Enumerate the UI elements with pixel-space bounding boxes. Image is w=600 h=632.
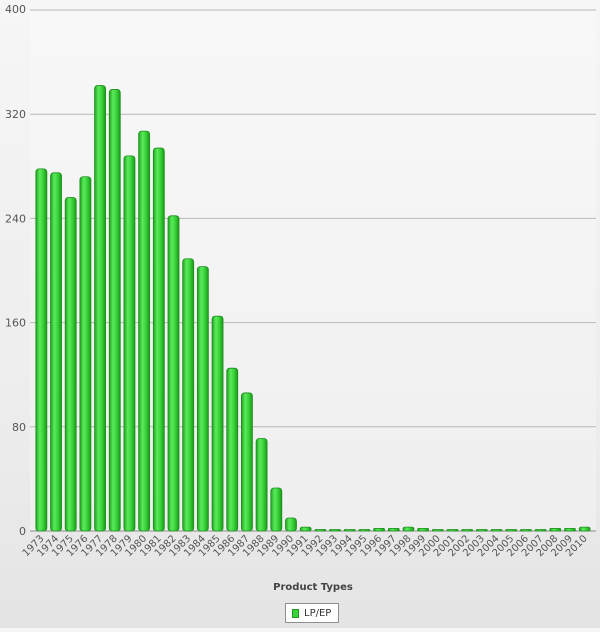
y-tick-label: 320 <box>5 108 26 121</box>
legend-swatch <box>292 608 299 618</box>
y-axis-ticks: 0 80 160 240 320 400 <box>5 3 26 538</box>
bar-2005[interactable] <box>505 529 518 532</box>
bar-2009[interactable] <box>564 527 576 532</box>
legend-label: LP/EP <box>304 607 332 619</box>
legend[interactable]: LP/EP <box>285 603 340 623</box>
y-tick-label: 400 <box>5 3 26 16</box>
bar-1992[interactable] <box>314 529 327 532</box>
bar-1984[interactable] <box>196 266 209 532</box>
bar-2003[interactable] <box>475 529 488 532</box>
bars <box>35 85 591 532</box>
y-tick-label: 160 <box>5 317 26 330</box>
bar-2001[interactable] <box>446 529 459 532</box>
bar-2008[interactable] <box>549 527 562 532</box>
bar-1991[interactable] <box>299 526 312 532</box>
bar-1994[interactable] <box>343 529 356 532</box>
x-axis-title: Product Types <box>273 582 353 593</box>
bar-1993[interactable] <box>329 529 341 532</box>
bar-2006[interactable] <box>520 529 532 532</box>
bar-2007[interactable] <box>534 529 547 532</box>
bar-2002[interactable] <box>461 529 474 532</box>
bar-1983[interactable] <box>182 258 195 532</box>
bar-2010[interactable] <box>578 526 591 532</box>
bar-1982[interactable] <box>167 215 180 532</box>
bar-1999[interactable] <box>417 527 430 532</box>
y-tick-label: 240 <box>5 212 26 225</box>
bar-1977[interactable] <box>94 85 106 532</box>
bar-1995[interactable] <box>358 529 371 532</box>
bar-2004[interactable] <box>490 529 503 532</box>
bar-1987[interactable] <box>241 392 253 532</box>
bar-2000[interactable] <box>431 529 444 532</box>
bar-1981[interactable] <box>152 147 165 532</box>
bar-1976[interactable] <box>79 176 92 532</box>
y-tick-label: 0 <box>19 525 26 538</box>
bar-1990[interactable] <box>285 517 297 532</box>
bar-1974[interactable] <box>50 172 62 532</box>
bar-1975[interactable] <box>64 197 77 532</box>
bar-1998[interactable] <box>402 526 415 532</box>
x-axis-ticks: 1973197419751976197719781979198019811982… <box>21 533 590 559</box>
bar-1988[interactable] <box>255 438 268 532</box>
bar-1978[interactable] <box>108 89 121 532</box>
y-tick-label: 80 <box>12 421 26 434</box>
bar-1996[interactable] <box>373 527 385 532</box>
bar-1989[interactable] <box>270 487 283 532</box>
bar-1985[interactable] <box>211 315 224 532</box>
bar-1973[interactable] <box>35 168 48 532</box>
bar-1980[interactable] <box>138 130 151 532</box>
bar-1986[interactable] <box>226 367 239 532</box>
bar-1997[interactable] <box>387 527 400 532</box>
bar-1979[interactable] <box>123 155 136 532</box>
